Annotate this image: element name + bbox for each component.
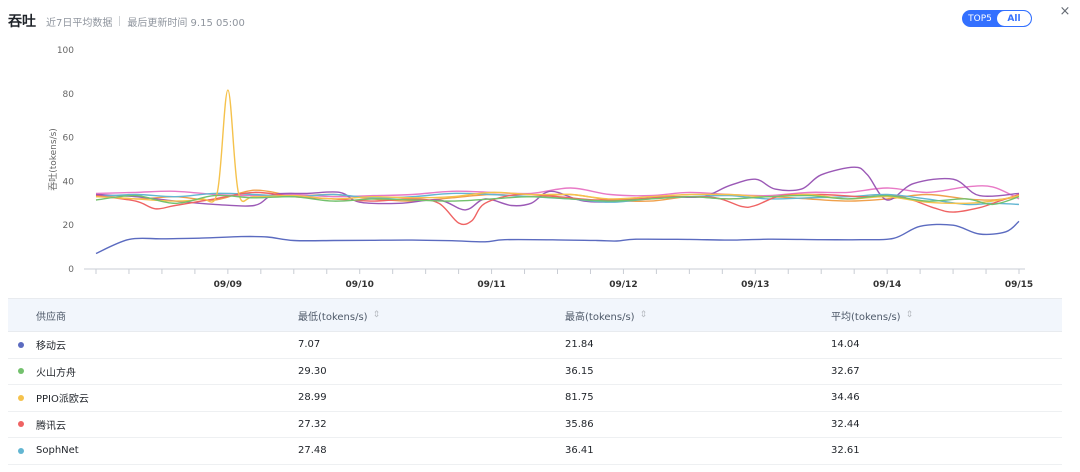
provider-cell: 火山方舟	[8, 364, 270, 379]
series-line	[95, 220, 1020, 255]
avg-value-cell: 32.67	[831, 365, 860, 377]
x-tick-label: 09/15	[1005, 280, 1033, 290]
top5-all-toggle[interactable]: TOP5 All	[962, 10, 1032, 27]
min-value-cell: 27.48	[298, 445, 327, 457]
avg-value-cell: 32.61	[831, 445, 860, 457]
y-tick-label: 20	[63, 221, 75, 231]
column-header-max[interactable]: 最高(tokens/s) ⇕	[565, 310, 648, 323]
avg-value-cell: 14.04	[831, 339, 860, 351]
min-value-cell: 28.99	[298, 392, 327, 404]
y-axis-ticks: 0 20 40 60 80 100	[57, 46, 74, 275]
provider-cell: PPIO派欧云	[8, 390, 270, 405]
x-axis: 09/09 09/10 09/11 09/12 09/13 09/14 09/15	[84, 268, 1033, 290]
x-tick-label: 09/10	[346, 280, 374, 290]
x-tick-label: 09/11	[477, 280, 505, 290]
series-line	[95, 185, 1020, 200]
series-color-dot	[18, 421, 24, 428]
table-row: 移动云 7.07 21.84 14.04	[8, 332, 1062, 359]
provider-name: PPIO派欧云	[36, 394, 89, 406]
table-body: 移动云 7.07 21.84 14.04 火山方舟 29.30 36.15 32.67 PPIO…	[8, 332, 1062, 465]
series-color-dot	[18, 341, 24, 348]
x-tick-label: 09/09	[214, 280, 242, 290]
y-tick-label: 100	[57, 46, 74, 56]
table-row: SophNet 27.48 36.41 32.61	[8, 438, 1062, 465]
y-tick-label: 0	[68, 265, 74, 275]
table-header-row: 供应商 最低(tokens/s) ⇕ 最高(tokens/s) ⇕ 平均(token…	[8, 299, 1062, 332]
panel-title: 吞吐	[8, 14, 36, 30]
column-header-provider: 供应商	[36, 311, 66, 323]
x-tick-label: 09/12	[609, 280, 637, 290]
max-value-cell: 21.84	[565, 339, 594, 351]
y-tick-label: 40	[63, 177, 75, 187]
column-header-min[interactable]: 最低(tokens/s) ⇕	[298, 310, 381, 323]
provider-name: 火山方舟	[36, 367, 76, 379]
series-color-dot	[18, 394, 24, 401]
provider-stats-table: 供应商 最低(tokens/s) ⇕ 最高(tokens/s) ⇕ 平均(token…	[8, 298, 1062, 465]
max-value-cell: 81.75	[565, 392, 594, 404]
provider-cell: 移动云	[8, 337, 270, 352]
toggle-option-top5[interactable]: TOP5	[968, 13, 992, 24]
max-value-cell: 36.15	[565, 365, 594, 377]
max-value-cell: 35.86	[565, 418, 594, 430]
column-header-avg[interactable]: 平均(tokens/s) ⇕	[831, 310, 914, 323]
sort-icon[interactable]: ⇕	[905, 310, 914, 320]
series-line	[95, 194, 1020, 206]
provider-cell: SophNet	[8, 445, 270, 456]
table-row: PPIO派欧云 28.99 81.75 34.46	[8, 385, 1062, 412]
subtitle-divider	[119, 16, 121, 26]
series-lines	[95, 89, 1020, 255]
series-color-dot	[18, 368, 24, 375]
series-color-dot	[18, 447, 24, 454]
series-line	[95, 89, 1020, 205]
y-tick-label: 80	[63, 90, 75, 100]
sort-icon[interactable]: ⇕	[639, 310, 648, 320]
provider-name: 移动云	[36, 341, 66, 353]
min-value-cell: 27.32	[298, 418, 327, 430]
table-row: 腾讯云 27.32 35.86 32.44	[8, 412, 1062, 438]
close-icon[interactable]: ×	[1059, 3, 1071, 19]
avg-value-cell: 34.46	[831, 392, 860, 404]
y-tick-label: 60	[63, 134, 75, 144]
table-row: 火山方舟 29.30 36.15 32.67	[8, 359, 1062, 385]
sort-icon[interactable]: ⇕	[372, 310, 381, 320]
y-axis-label: 吞吐(tokens/s)	[48, 128, 59, 191]
last-updated-text: 最后更新时间 9.15 05:00	[127, 17, 245, 29]
x-tick-label: 09/14	[873, 280, 901, 290]
provider-name: SophNet	[36, 445, 79, 457]
min-value-cell: 7.07	[298, 339, 321, 351]
provider-name: 腾讯云	[36, 420, 66, 432]
panel-header: 吞吐 近7日平均数据 最后更新时间 9.15 05:00	[8, 10, 245, 32]
min-value-cell: 29.30	[298, 365, 327, 377]
provider-cell: 腾讯云	[8, 417, 270, 432]
toggle-option-all[interactable]: All	[997, 11, 1031, 26]
max-value-cell: 36.41	[565, 445, 594, 457]
panel-subtitle: 近7日平均数据 最后更新时间 9.15 05:00	[46, 14, 245, 29]
avg-value-cell: 32.44	[831, 418, 860, 430]
period-text: 近7日平均数据	[46, 17, 113, 29]
x-tick-label: 09/13	[741, 280, 769, 290]
